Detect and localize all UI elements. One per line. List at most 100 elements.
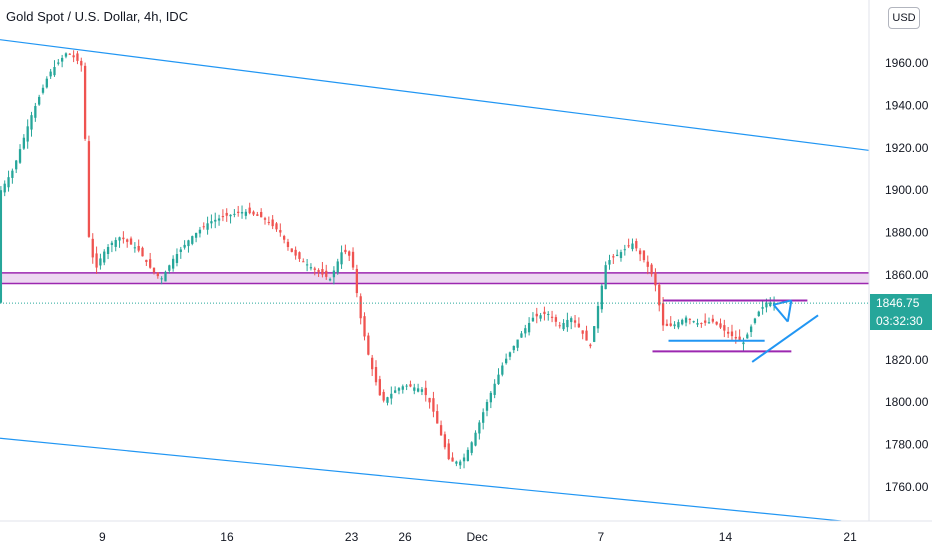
candle-body: [305, 264, 309, 266]
candle-body: [60, 57, 64, 62]
candle-body: [749, 326, 753, 333]
candle-body: [455, 461, 458, 464]
candle-body: [110, 242, 114, 246]
price-tick-label: 1800.00: [885, 395, 929, 409]
currency-button[interactable]: USD: [888, 7, 920, 29]
candle-body: [742, 342, 745, 345]
candle-body: [420, 389, 424, 392]
candle-body: [478, 422, 481, 434]
candle-body: [631, 243, 634, 250]
candle-body: [535, 313, 538, 317]
candle-body: [470, 442, 473, 453]
candle-body: [612, 256, 615, 258]
time-tick-label: 9: [99, 530, 106, 544]
candle-body: [769, 302, 772, 306]
candle-body: [156, 272, 159, 277]
candle-body: [164, 271, 167, 282]
candle-body: [76, 53, 79, 61]
candle-body: [623, 249, 626, 251]
candle-body: [83, 65, 87, 139]
price-tick-label: 1960.00: [885, 56, 929, 70]
candle-body: [15, 160, 18, 170]
candle-body: [608, 260, 611, 265]
candle-body: [183, 244, 186, 248]
drawing-layer: [652, 299, 819, 363]
candle-body: [57, 62, 60, 64]
candle-body: [344, 249, 347, 253]
candle-body: [493, 383, 496, 395]
candle-body: [405, 385, 408, 387]
time-tick-label: 26: [398, 530, 412, 544]
price-tick-label: 1940.00: [885, 98, 929, 112]
candle-body: [194, 232, 198, 238]
lower-trendline: [0, 437, 842, 522]
price-tick-label: 1880.00: [885, 226, 929, 240]
candle-body: [547, 313, 550, 315]
candle-body: [757, 311, 760, 316]
candle-body: [482, 412, 485, 423]
candle-body: [325, 270, 328, 277]
time-axis-background: [0, 521, 932, 550]
candle-body: [198, 229, 202, 234]
candle-body: [673, 324, 676, 327]
candle-body: [133, 247, 137, 249]
candle-body: [286, 241, 290, 248]
candle-body: [654, 272, 657, 286]
candle-body: [390, 393, 393, 399]
time-axis[interactable]: 9 16 23 26 Dec 7 14 21: [99, 530, 857, 544]
candle-body: [206, 223, 209, 230]
candle-body: [596, 306, 600, 329]
candle-body: [711, 318, 714, 322]
candle-body: [527, 322, 531, 333]
candle-body: [0, 190, 3, 303]
candle-body: [723, 325, 726, 331]
last-price-label: 1846.75: [870, 294, 932, 313]
candle-body: [401, 386, 404, 390]
candle-body: [581, 330, 584, 334]
candle-body: [248, 207, 251, 214]
candle-body: [217, 218, 221, 221]
candle-body: [351, 251, 355, 268]
candle-body: [363, 316, 366, 337]
drawn-line: [786, 300, 793, 322]
candle-body: [244, 211, 248, 216]
candle-body: [627, 245, 630, 247]
candle-body: [443, 434, 447, 448]
candle-body: [348, 251, 351, 256]
candle-body: [432, 398, 435, 412]
candle-body: [129, 238, 133, 245]
candle-countdown-label: 03:32:30: [870, 312, 932, 331]
candle-body: [459, 461, 462, 466]
candle-body: [428, 397, 431, 403]
candle-body: [103, 251, 106, 263]
candle-body: [704, 320, 707, 323]
candle-body: [367, 335, 370, 355]
candle-body: [409, 384, 412, 387]
candle-body: [397, 388, 401, 391]
candle-body: [175, 254, 179, 263]
candle-body: [661, 303, 665, 326]
candle-body: [279, 230, 282, 233]
time-tick-label: 14: [719, 530, 733, 544]
candle-body: [393, 390, 397, 393]
price-tick-label: 1820.00: [885, 353, 929, 367]
drawn-line: [772, 304, 789, 323]
candle-body: [593, 326, 596, 342]
price-tick-label: 1860.00: [885, 268, 929, 282]
candle-body: [221, 216, 225, 218]
candle-body: [321, 269, 324, 275]
chart-title: Gold Spot / U.S. Dollar, 4h, IDC: [6, 9, 189, 24]
candle-body: [87, 141, 91, 237]
candle-body: [665, 323, 669, 326]
candle-body: [520, 333, 523, 338]
candle-body: [688, 318, 692, 320]
price-tick-label: 1900.00: [885, 183, 929, 197]
candle-body: [145, 259, 148, 263]
candle-body: [371, 357, 374, 370]
candle-body: [45, 78, 48, 88]
candle-body: [573, 320, 577, 323]
upper-trendline: [0, 39, 932, 159]
candle-body: [298, 252, 301, 259]
candle-body: [22, 137, 26, 149]
